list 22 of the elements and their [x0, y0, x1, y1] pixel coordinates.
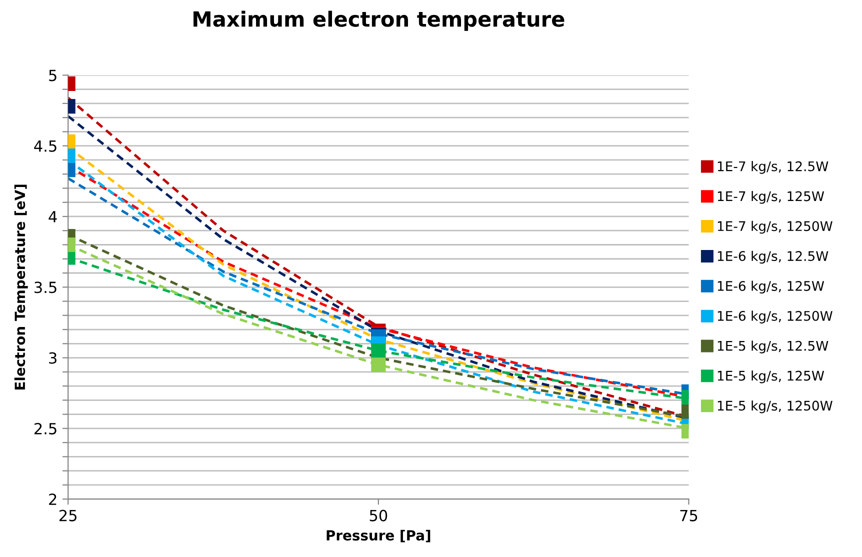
x-tick-label: 50 [370, 510, 388, 522]
legend-label: 1E-5 kg/s, 12.5W [718, 340, 828, 354]
legend-label: 1E-7 kg/s, 12.5W [718, 161, 828, 174]
y-tick-label: 5 [49, 70, 56, 82]
y-tick-label: 3 [49, 352, 56, 364]
x-axis-title: Pressure [Pa] [326, 530, 430, 542]
legend-label: 1E-6 kg/s, 12.5W [718, 250, 828, 264]
legend-label: 1E-6 kg/s, 125W [718, 280, 824, 294]
y-tick-label: 4.5 [34, 140, 56, 152]
y-tick-label: 3.5 [34, 282, 56, 294]
legend-label: 1E-5 kg/s, 125W [718, 370, 824, 384]
x-tick-label: 75 [680, 510, 698, 522]
y-tick-label: 2.5 [34, 422, 56, 434]
y-tick-label: 4 [48, 211, 57, 222]
chart-title: Maximum electron temperature [194, 10, 564, 31]
y-tick-label: 2 [49, 494, 56, 505]
legend-label: 1E-6 kg/s, 1250W [718, 310, 832, 324]
legend-label: 1E-5 kg/s, 1250W [718, 400, 832, 414]
x-tick-label: 25 [59, 510, 76, 522]
legend-label: 1E-7 kg/s, 125W [718, 190, 824, 204]
legend-label: 1E-7 kg/s, 1250W [718, 220, 832, 234]
y-axis-title: Electron Temperature [eV] [14, 184, 28, 390]
